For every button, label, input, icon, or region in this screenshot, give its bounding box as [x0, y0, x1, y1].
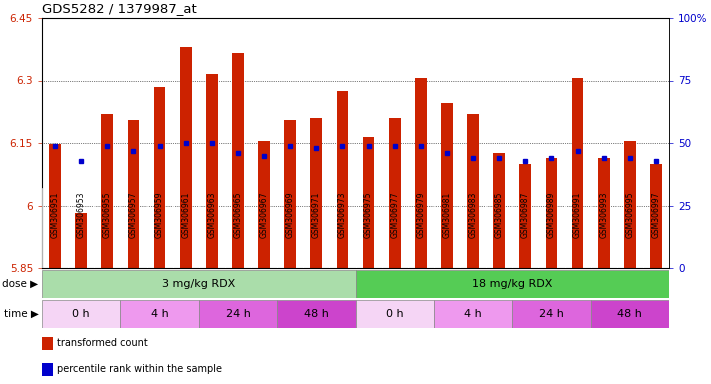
- Bar: [258, 141, 270, 268]
- Text: 0 h: 0 h: [73, 309, 90, 319]
- Bar: [154, 87, 166, 268]
- Bar: [284, 120, 296, 268]
- Bar: [650, 164, 662, 268]
- Text: GSM306981: GSM306981: [442, 192, 451, 238]
- Bar: [42, 363, 53, 376]
- Bar: [206, 74, 218, 268]
- Bar: [199, 300, 277, 328]
- Text: GSM306965: GSM306965: [233, 192, 242, 238]
- Text: 4 h: 4 h: [464, 309, 482, 319]
- Bar: [434, 300, 512, 328]
- Text: 24 h: 24 h: [539, 309, 564, 319]
- Bar: [180, 47, 191, 268]
- Text: GSM306987: GSM306987: [521, 192, 530, 238]
- Text: time ▶: time ▶: [4, 309, 38, 319]
- Bar: [572, 78, 584, 268]
- Text: 3 mg/kg RDX: 3 mg/kg RDX: [162, 279, 235, 289]
- Text: GSM306973: GSM306973: [338, 192, 347, 238]
- Text: GSM306953: GSM306953: [77, 192, 86, 238]
- Bar: [75, 213, 87, 268]
- Text: GSM306975: GSM306975: [364, 192, 373, 238]
- Text: GSM306951: GSM306951: [50, 192, 60, 238]
- Text: GSM306959: GSM306959: [155, 192, 164, 238]
- Bar: [120, 300, 199, 328]
- Text: GSM306977: GSM306977: [390, 192, 399, 238]
- Text: GSM306961: GSM306961: [181, 192, 190, 238]
- Bar: [102, 114, 113, 268]
- Text: 18 mg/kg RDX: 18 mg/kg RDX: [472, 279, 552, 289]
- Text: GSM306995: GSM306995: [625, 192, 634, 238]
- Bar: [520, 164, 531, 268]
- Bar: [232, 53, 244, 268]
- Text: GDS5282 / 1379987_at: GDS5282 / 1379987_at: [42, 2, 197, 15]
- Bar: [336, 91, 348, 268]
- Bar: [467, 114, 479, 268]
- Text: GSM306989: GSM306989: [547, 192, 556, 238]
- Bar: [311, 118, 322, 268]
- Text: GSM306979: GSM306979: [417, 192, 425, 238]
- Bar: [356, 270, 669, 298]
- Bar: [493, 154, 505, 268]
- Bar: [42, 270, 356, 298]
- Bar: [545, 157, 557, 268]
- Text: GSM306969: GSM306969: [286, 192, 294, 238]
- Text: percentile rank within the sample: percentile rank within the sample: [57, 364, 222, 374]
- Text: GSM306991: GSM306991: [573, 192, 582, 238]
- Text: GSM306967: GSM306967: [260, 192, 269, 238]
- Text: 48 h: 48 h: [304, 309, 328, 319]
- Bar: [356, 300, 434, 328]
- Text: GSM306971: GSM306971: [312, 192, 321, 238]
- Text: GSM306985: GSM306985: [495, 192, 503, 238]
- Text: GSM306963: GSM306963: [208, 192, 216, 238]
- Bar: [415, 78, 427, 268]
- Text: GSM306957: GSM306957: [129, 192, 138, 238]
- Text: transformed count: transformed count: [57, 338, 148, 348]
- Bar: [127, 120, 139, 268]
- Bar: [363, 137, 375, 268]
- Bar: [598, 157, 609, 268]
- Text: GSM306983: GSM306983: [469, 192, 478, 238]
- Text: 4 h: 4 h: [151, 309, 169, 319]
- Text: 0 h: 0 h: [386, 309, 404, 319]
- Text: GSM306955: GSM306955: [103, 192, 112, 238]
- Text: GSM306997: GSM306997: [651, 192, 661, 238]
- Bar: [512, 300, 591, 328]
- Bar: [42, 300, 120, 328]
- Bar: [591, 300, 669, 328]
- Bar: [277, 300, 356, 328]
- Bar: [49, 144, 61, 268]
- Text: 48 h: 48 h: [617, 309, 642, 319]
- Bar: [389, 118, 400, 268]
- Bar: [624, 141, 636, 268]
- Bar: [42, 337, 53, 350]
- Text: dose ▶: dose ▶: [2, 279, 38, 289]
- Text: 24 h: 24 h: [225, 309, 250, 319]
- Text: GSM306993: GSM306993: [599, 192, 608, 238]
- Bar: [441, 103, 453, 268]
